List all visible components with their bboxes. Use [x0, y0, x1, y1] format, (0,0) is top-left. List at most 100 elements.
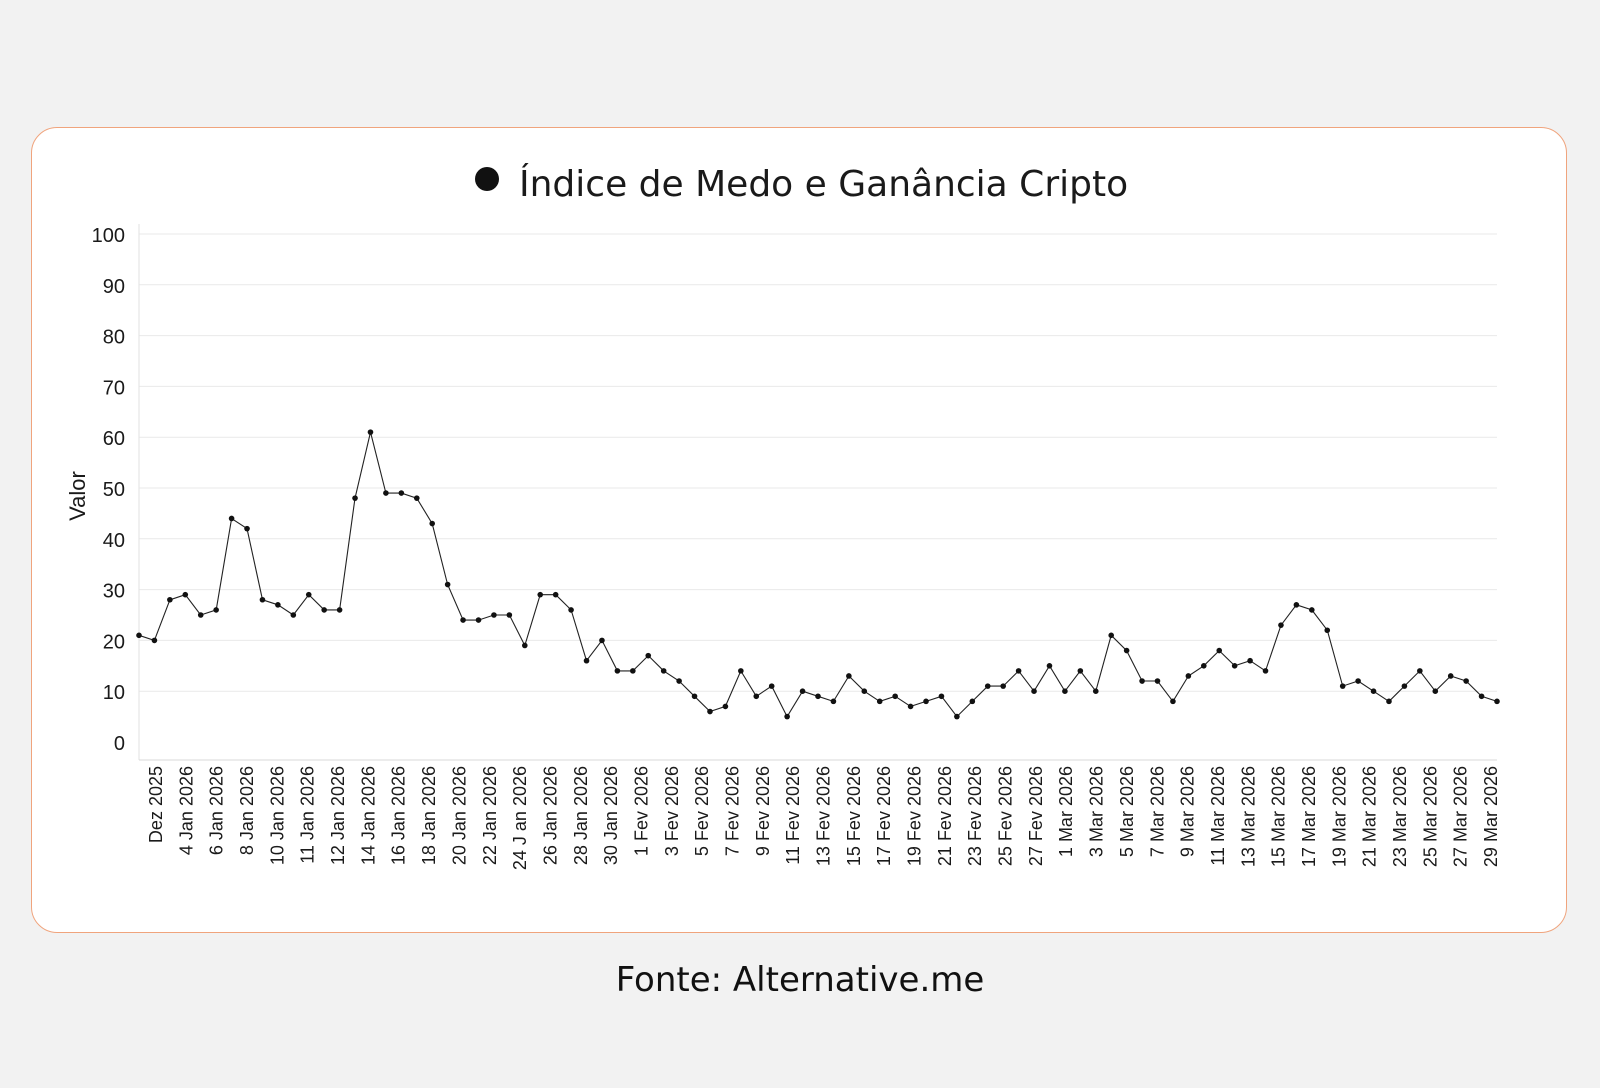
- data-point: [1417, 668, 1423, 674]
- data-point: [167, 596, 173, 603]
- y-tick-label: 50: [103, 479, 125, 501]
- data-point: [583, 657, 590, 664]
- data-point: [1478, 693, 1485, 700]
- x-tick-label: 8 Jan 2026: [237, 766, 257, 855]
- data-point: [660, 668, 667, 674]
- x-tick-label: 3 Fev 2026: [662, 766, 682, 856]
- data-point: [799, 688, 806, 694]
- data-point: [1216, 647, 1223, 654]
- data-point: [969, 698, 976, 705]
- data-point: [1463, 678, 1469, 684]
- legend-marker: [475, 167, 499, 191]
- data-point: [876, 698, 883, 705]
- data-point: [305, 591, 312, 598]
- data-point: [1247, 657, 1253, 664]
- x-tick-label: 18 Jan 2026: [419, 766, 439, 865]
- data-point: [444, 581, 451, 588]
- data-point: [1370, 688, 1377, 694]
- data-point: [568, 607, 574, 613]
- data-point: [938, 693, 945, 700]
- data-point: [367, 429, 374, 435]
- x-tick-label: 23 Fev 2026: [965, 766, 985, 866]
- data-point: [352, 495, 358, 501]
- data-point: [197, 612, 204, 618]
- x-tick-label: 5 Fev 2026: [692, 766, 712, 856]
- data-point: [1000, 683, 1006, 689]
- y-tick-label: 40: [103, 530, 125, 552]
- chart-title: Índice de Medo e Ganância Cripto: [519, 163, 1128, 205]
- x-tick-label: 12 Jan 2026: [328, 766, 348, 865]
- data-point: [275, 602, 281, 608]
- data-point: [213, 607, 219, 613]
- series-line: [138, 431, 1498, 718]
- data-point: [830, 698, 837, 705]
- y-tick-label: 60: [103, 428, 125, 450]
- x-tick-label: 1 Fev 2026: [631, 766, 651, 856]
- y-ticks: 0 10 20 30 40 50 60 70 80 90 100: [92, 225, 125, 755]
- x-tick-label: 24 J an 2026: [510, 766, 530, 870]
- data-point: [552, 591, 559, 598]
- y-tick-label: 0: [114, 733, 125, 755]
- data-point: [753, 693, 760, 700]
- data-point: [1154, 678, 1161, 684]
- chart: Índice de Medo e Ganância Cripto Valor 0…: [65, 163, 1501, 870]
- x-tick-label: 3 Mar 2026: [1087, 766, 1107, 857]
- data-point: [892, 693, 898, 700]
- x-tick-label: 26 Jan 2026: [540, 766, 560, 865]
- data-point: [1262, 668, 1269, 674]
- data-point: [907, 703, 914, 710]
- data-point: [738, 668, 744, 674]
- data-point: [1324, 627, 1331, 634]
- data-point: [1278, 622, 1284, 628]
- data-point: [1108, 632, 1115, 639]
- x-tick-label: 7 Mar 2026: [1147, 766, 1167, 857]
- data-point: [136, 632, 142, 639]
- data-point: [413, 495, 420, 501]
- data-point: [290, 612, 297, 618]
- grid: [139, 233, 1497, 692]
- x-tick-label: 16 Jan 2026: [389, 766, 409, 865]
- data-point: [475, 617, 482, 623]
- y-tick-label: 20: [103, 631, 125, 653]
- x-tick-label: 5 Mar 2026: [1117, 766, 1137, 857]
- data-point: [676, 678, 682, 684]
- data-point: [182, 591, 189, 598]
- y-tick-label: 90: [103, 276, 125, 298]
- data-point: [768, 683, 775, 689]
- data-point: [846, 673, 852, 679]
- data-point: [1447, 673, 1454, 679]
- data-point: [491, 612, 497, 618]
- x-tick-label: 17 Mar 2026: [1299, 766, 1319, 867]
- data-point: [1046, 663, 1053, 669]
- y-tick-label: 80: [103, 327, 125, 349]
- data-point: [815, 693, 821, 700]
- x-tick-label: 29 Mar 2026: [1481, 766, 1501, 867]
- data-point: [1386, 698, 1392, 705]
- data-point: [630, 668, 636, 674]
- data-point: [1062, 688, 1068, 694]
- x-tick-label: 25 Fev 2026: [996, 766, 1016, 866]
- data-point: [784, 713, 790, 720]
- x-tick-label: Dez 2025: [146, 766, 166, 843]
- data-point: [506, 612, 513, 618]
- y-tick-label: 30: [103, 581, 125, 603]
- data-point: [691, 693, 698, 700]
- x-tick-label: 22 Jan 2026: [480, 766, 500, 865]
- data-point: [1339, 683, 1346, 689]
- data-point: [383, 490, 389, 496]
- x-tick-label: 10 Jan 2026: [267, 766, 287, 865]
- x-tick-label: 11 Mar 2026: [1208, 766, 1228, 866]
- data-point: [1123, 647, 1130, 654]
- x-tick-label: 21 Mar 2026: [1360, 766, 1380, 867]
- y-tick-label: 100: [92, 225, 125, 247]
- data-point: [336, 607, 343, 613]
- x-tick-label: 27 Fev 2026: [1026, 766, 1046, 866]
- data-point: [1401, 683, 1408, 689]
- data-point: [954, 713, 960, 720]
- data-point: [1432, 688, 1439, 694]
- x-tick-label: 19 Fev 2026: [905, 766, 925, 866]
- data-point: [1077, 668, 1084, 674]
- x-tick-label: 13 Mar 2026: [1238, 766, 1258, 867]
- x-tick-label: 1 Mar 2026: [1056, 766, 1076, 857]
- data-point: [1092, 688, 1099, 694]
